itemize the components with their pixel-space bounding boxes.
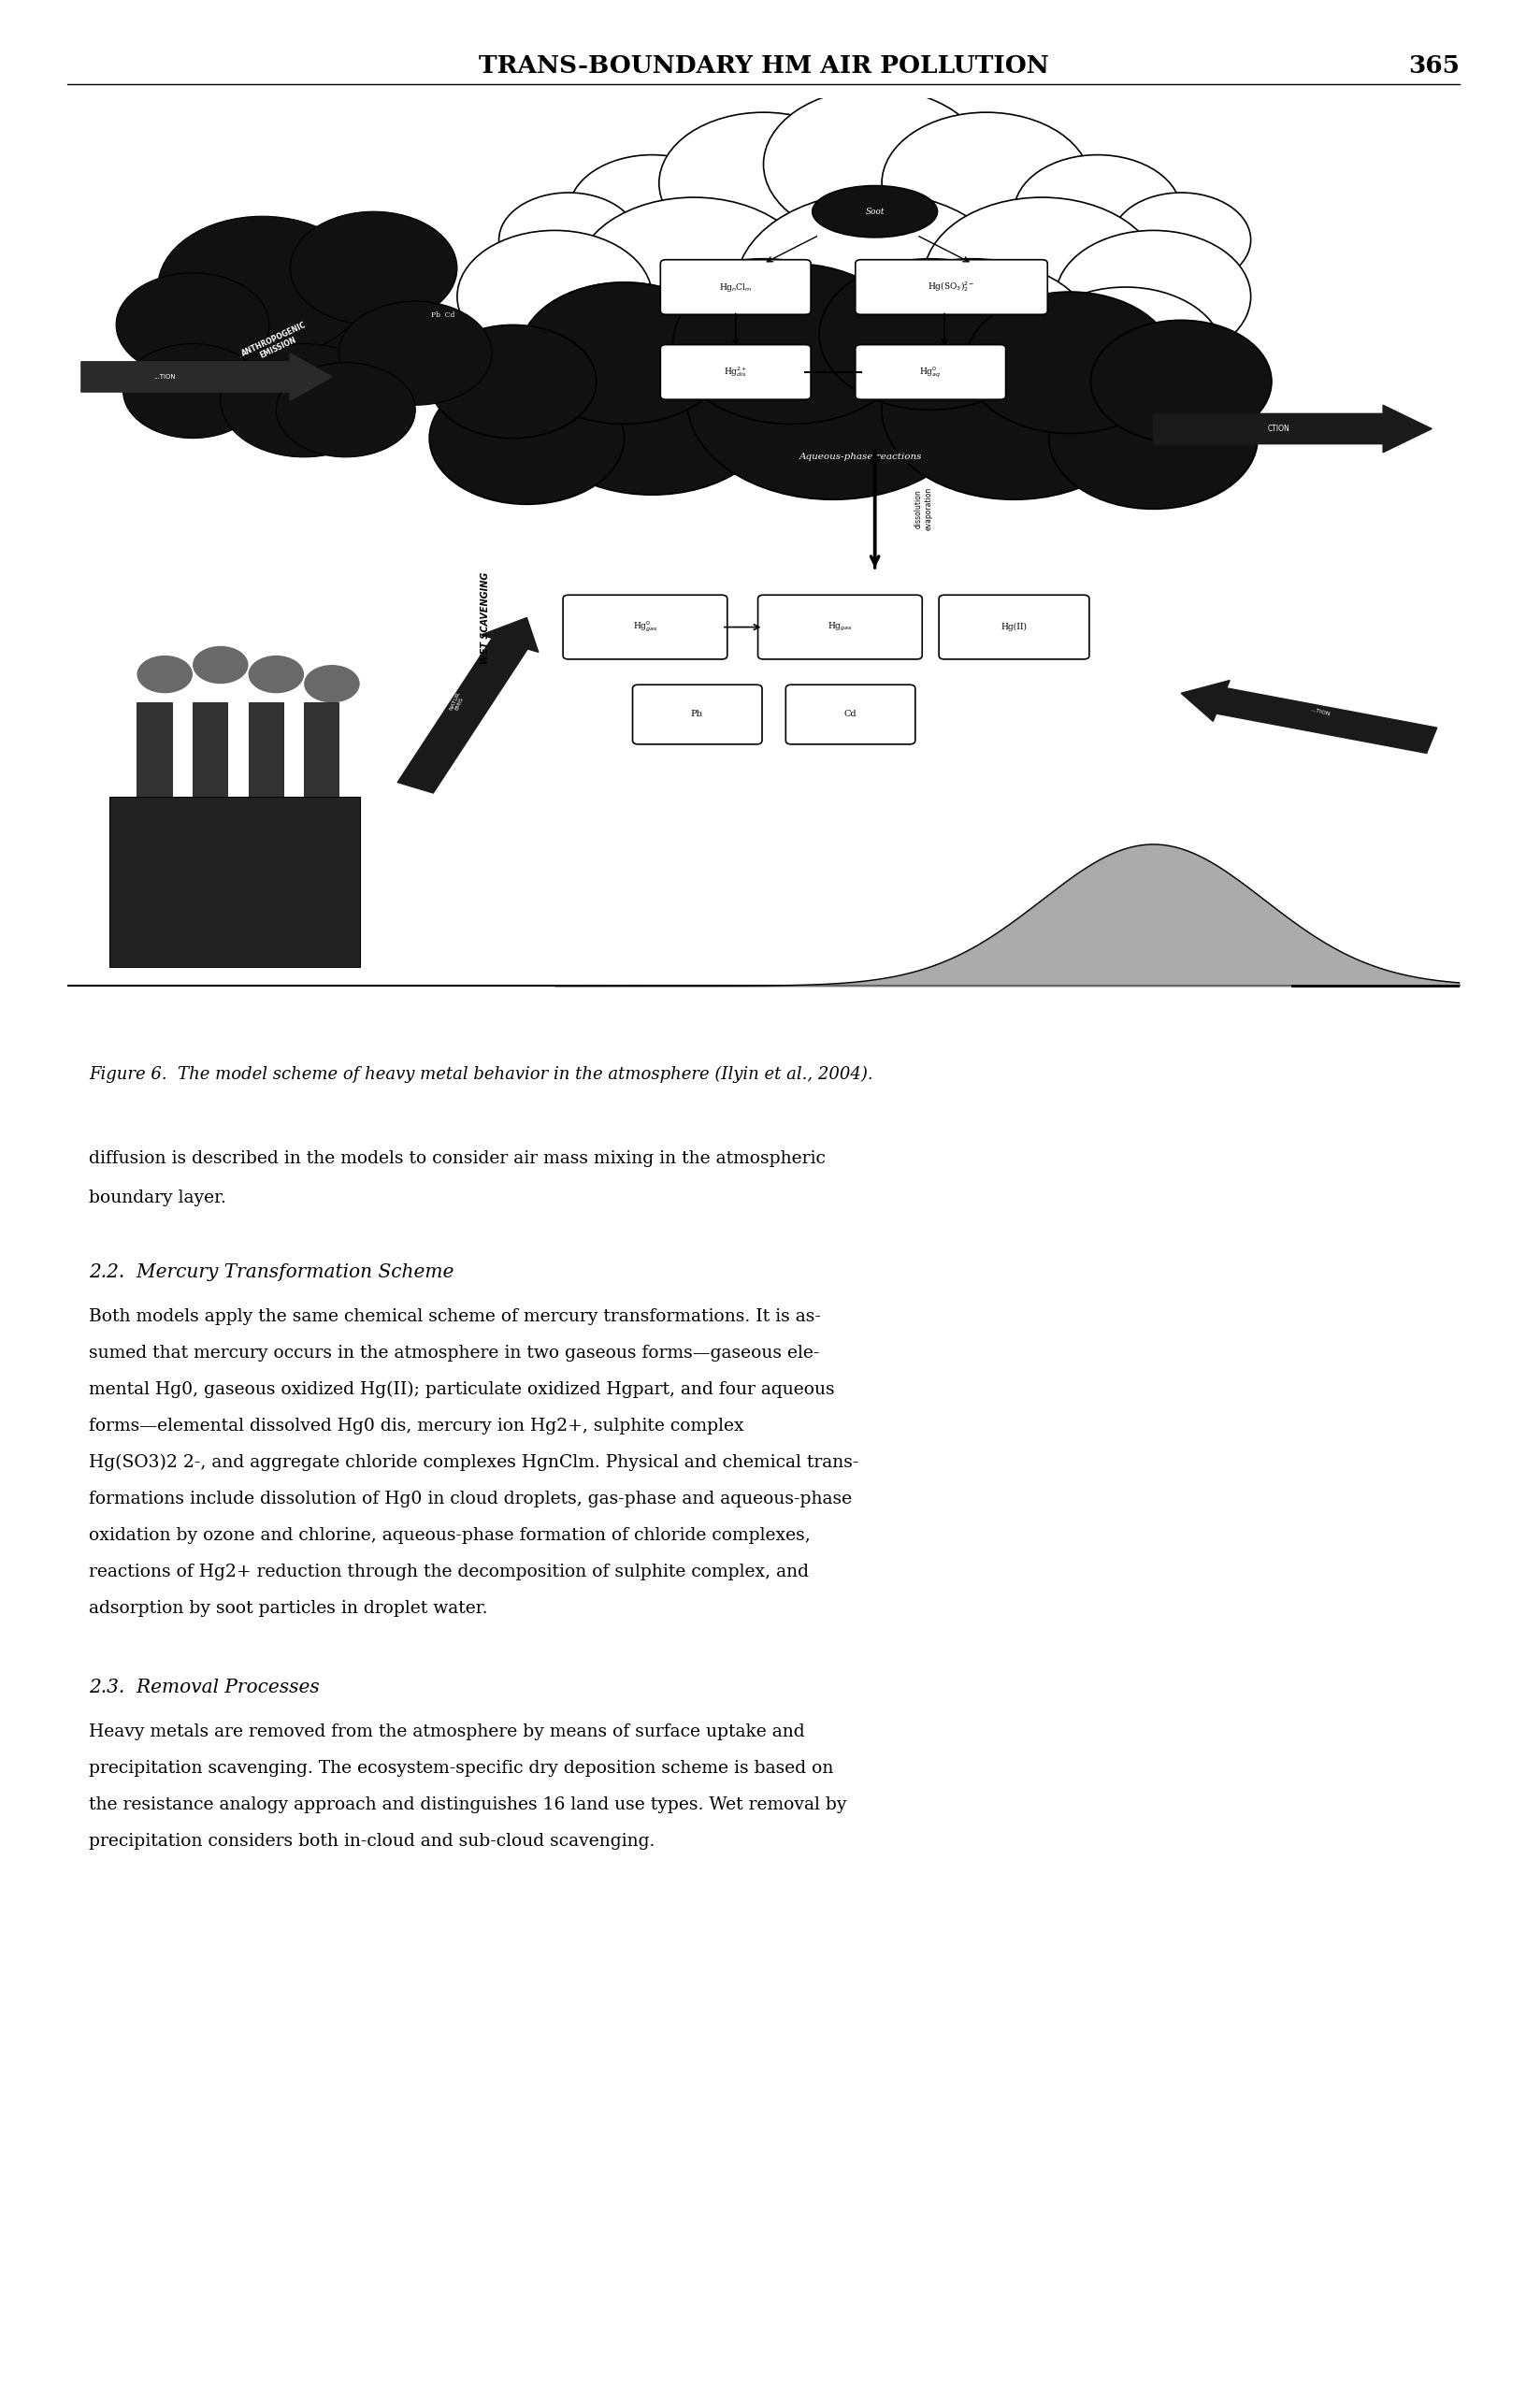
Text: 365: 365: [1407, 55, 1459, 77]
Circle shape: [171, 301, 353, 424]
Text: Pb  Cd: Pb Cd: [432, 311, 455, 320]
Text: adsorption by soot particles in droplet water.: adsorption by soot particles in droplet …: [89, 1599, 487, 1616]
Text: precipitation considers both in-cloud and sub-cloud scavenging.: precipitation considers both in-cloud an…: [89, 1832, 655, 1849]
Circle shape: [818, 258, 1041, 409]
Text: NATUR
EMIS: NATUR EMIS: [449, 691, 465, 713]
Text: Heavy metals are removed from the atmosphere by means of surface uptake and: Heavy metals are removed from the atmosp…: [89, 1724, 804, 1741]
Text: WET SCAVENGING: WET SCAVENGING: [481, 571, 490, 665]
Circle shape: [1054, 231, 1250, 364]
Bar: [249, 703, 282, 797]
Text: Pb: Pb: [690, 710, 702, 718]
FancyBboxPatch shape: [661, 260, 810, 315]
Text: Hg(SO$_3$)$_2^{2-}$: Hg(SO$_3$)$_2^{2-}$: [928, 279, 975, 294]
Bar: [304, 703, 339, 797]
Text: Hg$^{0}_{aq}$: Hg$^{0}_{aq}$: [919, 366, 942, 380]
Text: Soot: Soot: [865, 207, 884, 217]
Circle shape: [429, 325, 597, 438]
Text: Hg(II): Hg(II): [1001, 624, 1027, 631]
Circle shape: [687, 301, 978, 498]
Circle shape: [137, 655, 192, 694]
Text: Figure 6.  The model scheme of heavy metal behavior in the atmosphere (Ilyin et : Figure 6. The model scheme of heavy meta…: [89, 1067, 873, 1084]
Text: forms—elemental dissolved Hg0 dis, mercury ion Hg2+, sulphite complex: forms—elemental dissolved Hg0 dis, mercu…: [89, 1418, 743, 1435]
Circle shape: [290, 212, 456, 325]
Circle shape: [519, 282, 728, 424]
Bar: [192, 703, 227, 797]
Circle shape: [249, 258, 443, 390]
FancyBboxPatch shape: [855, 260, 1047, 315]
Circle shape: [429, 373, 624, 503]
Circle shape: [638, 258, 888, 429]
FancyArrow shape: [1152, 405, 1431, 453]
Circle shape: [964, 291, 1173, 433]
Text: boundary layer.: boundary layer.: [89, 1190, 226, 1206]
Circle shape: [157, 217, 366, 359]
Circle shape: [304, 665, 360, 703]
Circle shape: [882, 320, 1146, 498]
Bar: [108, 797, 360, 968]
Circle shape: [736, 193, 1013, 380]
Text: ...TION: ...TION: [154, 373, 175, 380]
Circle shape: [1027, 287, 1222, 419]
Circle shape: [763, 89, 986, 241]
Text: the resistance analogy approach and distinguishes 16 land use types. Wet removal: the resistance analogy approach and dist…: [89, 1796, 847, 1813]
Circle shape: [568, 154, 736, 267]
Circle shape: [456, 231, 652, 364]
Text: Aqueous-phase reactions: Aqueous-phase reactions: [800, 453, 922, 462]
Text: reactions of Hg2+ reduction through the decomposition of sulphite complex, and: reactions of Hg2+ reduction through the …: [89, 1563, 809, 1580]
Text: 2.3.  Removal Processes: 2.3. Removal Processes: [89, 1678, 319, 1695]
Text: Hg$_n$Cl$_m$: Hg$_n$Cl$_m$: [719, 282, 752, 294]
Text: oxidation by ozone and chlorine, aqueous-phase formation of chloride complexes,: oxidation by ozone and chlorine, aqueous…: [89, 1527, 810, 1544]
Text: ...TION: ...TION: [1309, 708, 1329, 718]
FancyBboxPatch shape: [938, 595, 1088, 660]
Circle shape: [923, 197, 1160, 359]
Circle shape: [1013, 154, 1181, 267]
Circle shape: [519, 282, 728, 424]
Circle shape: [659, 113, 867, 253]
FancyBboxPatch shape: [757, 595, 922, 660]
Text: ANTHROPOGENIC
EMISSION: ANTHROPOGENIC EMISSION: [240, 320, 311, 366]
Text: Hg$^{0}_{gas}$: Hg$^{0}_{gas}$: [632, 619, 658, 633]
Text: Hg(SO3)2 2-, and aggregate chloride complexes HgnClm. Physical and chemical tran: Hg(SO3)2 2-, and aggregate chloride comp…: [89, 1454, 858, 1471]
FancyArrow shape: [81, 354, 331, 400]
Text: formations include dissolution of Hg0 in cloud droplets, gas-phase and aqueous-p: formations include dissolution of Hg0 in…: [89, 1491, 852, 1507]
Text: Both models apply the same chemical scheme of mercury transformations. It is as-: Both models apply the same chemical sche…: [89, 1308, 821, 1324]
Bar: [137, 703, 171, 797]
Circle shape: [673, 262, 909, 424]
FancyBboxPatch shape: [563, 595, 726, 660]
FancyArrow shape: [397, 619, 539, 792]
Circle shape: [575, 197, 812, 359]
Circle shape: [124, 344, 262, 438]
Ellipse shape: [812, 185, 937, 238]
FancyBboxPatch shape: [632, 684, 761, 744]
Text: CTION: CTION: [1267, 424, 1289, 433]
FancyBboxPatch shape: [661, 344, 810, 400]
Text: dissolution
evaporation: dissolution evaporation: [914, 486, 932, 530]
Circle shape: [1111, 193, 1250, 287]
Circle shape: [1048, 368, 1257, 508]
Circle shape: [116, 272, 269, 376]
Circle shape: [220, 344, 388, 458]
Circle shape: [276, 364, 415, 458]
Text: diffusion is described in the models to consider air mass mixing in the atmosphe: diffusion is described in the models to …: [89, 1151, 826, 1168]
Circle shape: [499, 193, 638, 287]
Text: mental Hg0, gaseous oxidized Hg(II); particulate oxidized Hgpart, and four aqueo: mental Hg0, gaseous oxidized Hg(II); par…: [89, 1382, 835, 1399]
FancyBboxPatch shape: [855, 344, 1006, 400]
Text: Cd: Cd: [842, 710, 856, 718]
Circle shape: [882, 113, 1090, 253]
Text: Hg$^{2+}_{dis}$: Hg$^{2+}_{dis}$: [723, 366, 748, 378]
Text: sumed that mercury occurs in the atmosphere in two gaseous forms—gaseous ele-: sumed that mercury occurs in the atmosph…: [89, 1344, 819, 1361]
Text: TRANS-BOUNDARY HM AIR POLLUTION: TRANS-BOUNDARY HM AIR POLLUTION: [478, 55, 1048, 77]
Text: 2.2.  Mercury Transformation Scheme: 2.2. Mercury Transformation Scheme: [89, 1264, 453, 1281]
Circle shape: [192, 645, 249, 684]
FancyBboxPatch shape: [786, 684, 914, 744]
Circle shape: [339, 301, 491, 405]
Circle shape: [1090, 320, 1271, 443]
Text: precipitation scavenging. The ecosystem-specific dry deposition scheme is based : precipitation scavenging. The ecosystem-…: [89, 1760, 833, 1777]
Circle shape: [847, 258, 1097, 429]
FancyArrow shape: [1181, 681, 1436, 754]
Text: Hg$_{gas}$: Hg$_{gas}$: [827, 621, 852, 633]
Circle shape: [249, 655, 304, 694]
Circle shape: [526, 325, 777, 496]
